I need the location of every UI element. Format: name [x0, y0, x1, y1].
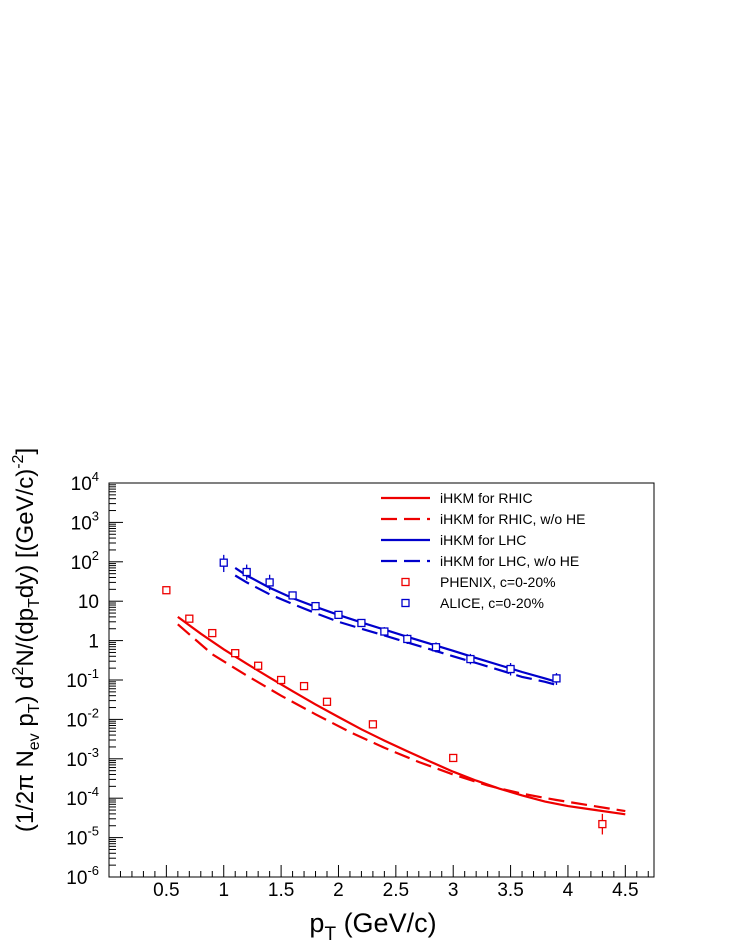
- data-point: [552, 674, 561, 683]
- data-point: [368, 720, 378, 729]
- y-tick-label: 102: [71, 548, 99, 574]
- data-point: [598, 819, 607, 829]
- y-tick-exponent: -5: [87, 824, 99, 839]
- data-point: [276, 675, 286, 685]
- data-point: [219, 558, 228, 567]
- data-point: [288, 591, 297, 600]
- x-tick-label: 2.5: [383, 880, 409, 901]
- y-tick-exponent: 3: [92, 508, 99, 523]
- x-tick-label: 3.5: [497, 880, 523, 901]
- x-tick-label: 2: [333, 880, 344, 901]
- y-tick-label: 10-4: [66, 784, 99, 810]
- y-tick-exponent: 4: [92, 469, 99, 484]
- data-point: [334, 610, 343, 620]
- legend-entry-label: ALICE, c=0-20%: [440, 595, 544, 611]
- legend-entry-label: iHKM for RHIC: [440, 490, 533, 506]
- y-tick-exponent: -4: [87, 784, 99, 799]
- y-tick-base: 10: [66, 671, 87, 692]
- legend-entry-label: iHKM for RHIC, w/o HE: [440, 511, 585, 527]
- data-point: [380, 627, 389, 636]
- y-tick-base: 10: [66, 750, 87, 771]
- y-tick-base: 10: [71, 474, 92, 495]
- legend-entry-label: iHKM for LHC: [440, 532, 526, 548]
- y-tick-base: 10: [71, 553, 92, 574]
- data-point: [403, 634, 412, 644]
- plot-area-border: [108, 482, 655, 878]
- data-point: [449, 753, 458, 763]
- y-tick-label: 10-2: [66, 705, 99, 731]
- y-tick-label: 104: [71, 469, 99, 495]
- y-tick-exponent: 2: [92, 548, 99, 563]
- series-line-1: [177, 623, 626, 813]
- x-tick-label: 1.5: [268, 880, 294, 901]
- y-tick-exponent: -2: [87, 705, 99, 720]
- data-point: [431, 643, 441, 652]
- data-point: [357, 618, 366, 628]
- legend-swatch-5: [401, 598, 410, 608]
- y-tick-exponent: -6: [87, 863, 99, 878]
- y-tick-label: 10: [78, 592, 99, 613]
- x-tick-label: 4.5: [612, 880, 638, 901]
- y-tick-label: 10-1: [66, 666, 99, 692]
- data-point: [311, 601, 320, 611]
- y-tick-exponent: -1: [87, 666, 99, 681]
- plot-frame: [108, 482, 655, 878]
- data-point: [299, 681, 309, 691]
- data-point: [466, 654, 475, 664]
- legend-swatch-4: [401, 577, 410, 587]
- y-axis-title: (1/2π Nev pT) d2N/(dpTdy) [(GeV/c)-2]: [10, 448, 43, 832]
- y-tick-label: 10-5: [66, 824, 99, 850]
- data-point: [265, 578, 274, 587]
- data-point: [185, 614, 194, 623]
- y-tick-label: 10-6: [66, 863, 99, 889]
- x-tick-label: 3: [448, 880, 459, 901]
- x-axis-title: pT (GeV/c): [309, 908, 436, 945]
- y-tick-base: 10: [66, 868, 87, 889]
- y-tick-exponent: -3: [87, 745, 99, 760]
- data-point: [506, 664, 515, 674]
- y-tick-base: 10: [71, 513, 92, 534]
- legend: iHKM for RHIC iHKM for RHIC, w/o HE iHKM f…: [381, 490, 585, 611]
- data-point: [208, 628, 217, 638]
- y-tick-label: 103: [71, 508, 99, 534]
- y-tick-base: 10: [66, 789, 87, 810]
- x-axis-ticks: 0.5 1 1.5 2 2.5 3 3.5 4 4.5: [119, 865, 649, 901]
- y-tick-label: 1: [88, 632, 99, 653]
- y-tick-base: 10: [66, 829, 87, 850]
- x-tick-label: 0.5: [153, 880, 179, 901]
- data-point: [322, 697, 332, 706]
- data-point: [254, 661, 263, 670]
- data-point: [242, 567, 251, 577]
- x-tick-label: 1: [218, 880, 229, 901]
- series-line-0: [177, 616, 626, 816]
- series-layer: [162, 554, 626, 835]
- y-tick-label: 10-3: [66, 745, 99, 771]
- data-point: [231, 649, 240, 658]
- legend-entry-label: iHKM for LHC, w/o HE: [440, 553, 579, 569]
- legend-entry-label: PHENIX, c=0-20%: [440, 574, 556, 590]
- y-tick-base: 10: [66, 710, 87, 731]
- x-tick-label: 4: [563, 880, 574, 901]
- data-point: [162, 586, 171, 595]
- series-line-3: [234, 574, 557, 686]
